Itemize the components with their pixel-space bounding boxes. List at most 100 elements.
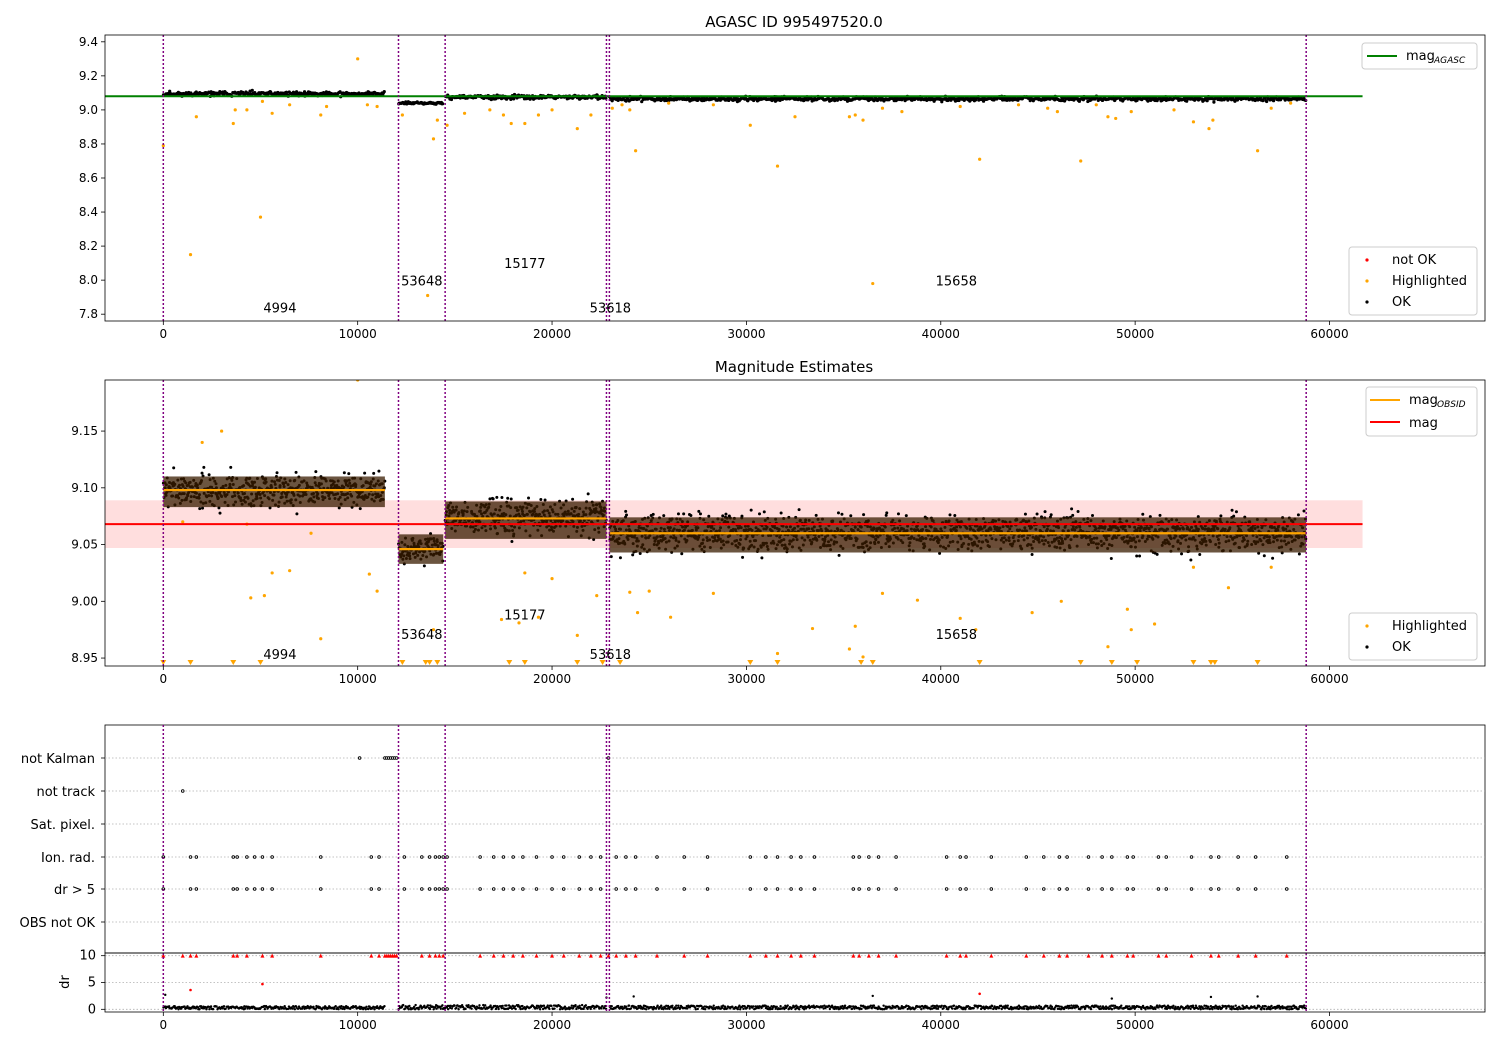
flag-point-ion-rad [270,855,274,859]
flag-point-ion-rad [1216,855,1221,859]
dr-ok-point [563,1005,567,1008]
ok-point [200,471,204,475]
dr-ok-point [222,1005,226,1008]
highlighted-out-of-range-marker [1207,660,1214,665]
highlighted-point [445,123,449,127]
flag-point-ion-rad [441,855,445,859]
flag-point-ion-rad [682,855,686,859]
flag-point-dr [478,887,482,891]
highlighted-point [462,111,467,115]
ok-point [495,495,499,499]
flag-point-dr [188,887,193,891]
ok-point [1297,552,1301,556]
highlighted-point [635,611,640,615]
flag-point-dr [1100,887,1104,891]
ok-point [707,514,711,518]
dr-ok-point [460,1004,464,1007]
dr-ok-point [521,1004,524,1008]
flag-point-ion-rad [188,855,193,859]
highlighted-point [1114,116,1118,121]
highlighted-out-of-range-marker [774,660,781,665]
dr-ok-point [435,1007,438,1010]
ok-point [543,498,547,502]
highlighted-out-of-range-marker [869,660,876,665]
ok-point [294,470,298,474]
flag-point-dr [589,887,593,891]
ok-point [741,555,745,559]
flag-point-dr [851,887,856,891]
flag-point-dr [964,887,968,891]
obsid-label: 53618 [590,301,631,316]
ok-point [377,469,381,473]
ok-point [358,507,362,511]
ok-point [1219,514,1223,518]
ok-point [241,90,245,94]
flag-point-dr [682,887,686,891]
flag-point-dr [799,887,803,891]
highlighted-point [669,615,673,619]
highlighted-point [1211,118,1215,122]
x-tick-label: 40000 [922,672,960,686]
ok-point [363,471,367,475]
dr-ok-point [571,1006,575,1009]
flag-point-dr [445,887,449,891]
dr-ok-point [542,1004,546,1007]
highlighted-point [249,596,253,600]
ok-point [1023,512,1027,516]
dr-ok-point [221,1007,224,1010]
dr-ok-point [489,1004,492,1007]
highlighted-point [861,655,865,659]
highlighted-out-of-range-marker [434,660,441,665]
highlighted-out-of-range-marker [617,660,624,665]
ok-point [1091,513,1095,517]
ok-point [1205,99,1209,103]
flag-point-ion-rad [491,855,496,859]
highlighted-point [647,589,651,593]
highlighted-point [628,590,632,594]
ok-point [1302,509,1306,513]
ok-point [198,507,202,511]
flag-row-label: Sat. pixel. [31,818,95,833]
highlighted-point [356,57,360,61]
ok-point [527,496,531,500]
dr-ok-point [243,1007,247,1010]
flag-point-dr [577,887,582,891]
highlighted-out-of-range-marker [858,660,865,665]
highlighted-point [270,111,274,115]
dr-ok-point [293,1008,297,1011]
ok-point [624,513,628,517]
y-tick-label: 9.2 [79,69,98,83]
highlighted-out-of-range-marker [506,660,513,665]
dr-ok-point [365,1005,368,1009]
ok-point [740,514,744,518]
highlighted-point [488,108,492,112]
dr-ok-point [215,1005,218,1008]
flag-point-ion-rad [764,855,768,859]
y-tick-label: 9.10 [71,481,98,495]
flag-point-dr [1131,887,1135,891]
flag-point-ion-rad [433,855,438,859]
flag-point-dr [270,887,274,891]
flag-point-dr [437,887,442,891]
flag-point-ion-rad [550,855,554,859]
highlighted-point [847,647,852,651]
y-tick-label: 8.6 [79,171,98,185]
flag-point-ion-rad [252,855,257,859]
dr-ok-point [538,1008,542,1011]
ok-point [836,511,840,515]
highlighted-out-of-range-marker [1108,660,1115,665]
flag-point-not-track [180,789,185,793]
dr-ok-point [198,1008,201,1011]
ok-point [1271,556,1275,560]
highlighted-point [958,104,962,109]
dr-ok-point [510,1007,514,1010]
flag-point-dr [775,887,780,891]
flag-point-dr [1086,887,1091,891]
highlighted-out-of-range-marker [574,660,581,665]
highlighted-point [915,598,920,602]
highlighted-point [853,113,857,117]
highlighted-point [517,621,521,625]
highlighted-point [523,571,527,575]
flag-point-not-kalman [394,756,399,760]
obsid-label: 15658 [936,628,977,643]
